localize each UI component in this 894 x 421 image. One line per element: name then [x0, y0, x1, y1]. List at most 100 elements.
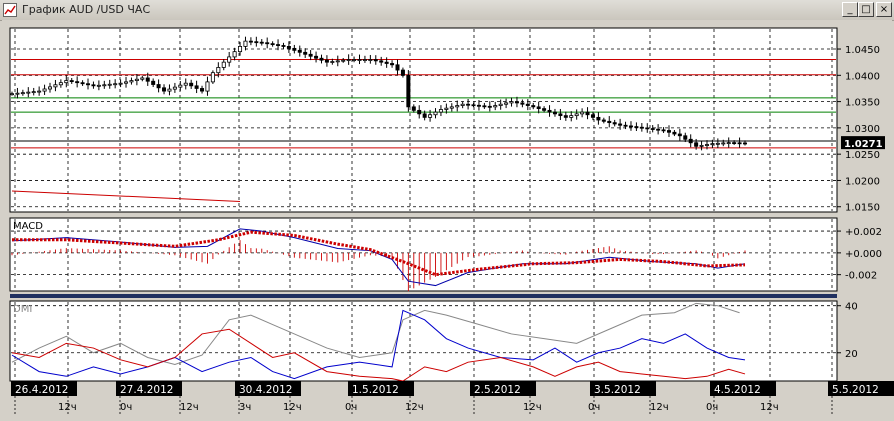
hour-label: 0ч [706, 402, 718, 413]
candle-body [319, 57, 324, 61]
date-label-box [11, 381, 77, 396]
price-tick-label: 1.0400 [845, 71, 880, 82]
candle-body [563, 115, 568, 118]
candle-body [536, 106, 541, 110]
close-button[interactable]: × [876, 2, 892, 17]
candle-body [455, 105, 460, 108]
candle-body [335, 60, 340, 63]
candle-body [346, 59, 351, 61]
date-label: 3.5.2012 [594, 384, 641, 396]
candle-body [504, 102, 509, 105]
candle-body [666, 130, 671, 133]
price-axis: 1.0450 1.0400 1.0350 1.0300 1.0250 1.0200 1.01… [837, 45, 885, 214]
price-candles [9, 36, 748, 151]
candle-body [710, 143, 715, 146]
candle-body [585, 111, 590, 116]
candle-body [384, 61, 389, 64]
macd-series [11, 228, 746, 292]
macd-panel[interactable]: +0.002 +0.000 -0.002 MACD [9, 217, 882, 292]
candle-body [732, 142, 737, 145]
candle-body [672, 131, 677, 135]
window-title: График AUD /USD ЧАС [22, 3, 151, 16]
dmi-adx-line [11, 302, 740, 366]
hour-label: 12ч [405, 402, 424, 413]
candle-body [357, 59, 362, 61]
dmi-grid [11, 302, 836, 380]
candle-body [37, 90, 42, 93]
chart-area[interactable]: 1.0450 1.0400 1.0350 1.0300 1.0250 1.0200 1.01… [0, 20, 894, 421]
macd-label: MACD [13, 221, 43, 232]
candle-body [688, 138, 693, 144]
candle-body [487, 105, 492, 108]
candle-body [162, 87, 167, 92]
candle-body [433, 111, 438, 116]
candle-body [102, 84, 107, 87]
candle-body [140, 77, 145, 80]
price-tick-label: 1.0300 [845, 124, 880, 135]
candle-body [259, 41, 264, 44]
candle-body [210, 72, 215, 83]
candle-body [286, 45, 291, 49]
chart-app-icon [3, 3, 17, 17]
minimize-button[interactable]: _ [842, 2, 858, 17]
candle-body [417, 109, 422, 115]
title-bar[interactable]: График AUD /USD ЧАС _ □ × [0, 0, 894, 21]
panel-separator [10, 294, 837, 298]
candle-body [552, 111, 557, 115]
candle-body [400, 69, 405, 76]
maximize-button[interactable]: □ [858, 2, 874, 17]
candle-body [151, 80, 156, 85]
candle-body [265, 42, 270, 45]
candle-body [520, 102, 525, 105]
date-label-box [590, 381, 656, 396]
dmi-label: DMI [13, 304, 32, 315]
candle-body [86, 83, 91, 86]
macd-tick-label: +0.002 [845, 227, 882, 238]
price-tick-label: 1.0350 [845, 98, 880, 109]
candle-body [601, 119, 606, 122]
price-panel[interactable]: 1.0450 1.0400 1.0350 1.0300 1.0250 1.0200 1.01… [9, 27, 885, 214]
candle-body [704, 144, 709, 146]
date-label: 4.5.2012 [714, 384, 761, 396]
candle-body [227, 56, 232, 63]
candle-body [580, 111, 585, 115]
dmi-panel[interactable]: 40 20 DMI [9, 300, 858, 382]
date-label-box [235, 381, 301, 396]
candle-body [650, 128, 655, 130]
candle-body [525, 103, 530, 106]
candle-body [232, 51, 237, 58]
price-tick-label: 1.0150 [845, 203, 880, 214]
hour-label: 12ч [650, 402, 669, 413]
candle-body [656, 128, 661, 131]
candle-body [216, 67, 221, 74]
candle-body [80, 82, 85, 85]
candle-body [607, 120, 612, 124]
candle-body [373, 59, 378, 62]
candle-body [509, 101, 514, 104]
candle-body [124, 81, 129, 84]
candle-body [248, 40, 253, 43]
hour-label: 12ч [180, 402, 199, 413]
price-tick-label: 1.0200 [845, 176, 880, 187]
candle-body [460, 103, 465, 106]
candle-body [352, 59, 357, 61]
candle-body [183, 82, 188, 86]
candle-body [129, 80, 134, 83]
date-label-box [710, 381, 776, 396]
candle-body [683, 135, 688, 140]
candle-body [498, 103, 503, 106]
current-price-box [841, 136, 885, 150]
date-label: 26.4.2012 [15, 384, 68, 396]
candle-body [75, 81, 80, 84]
candle-body [281, 45, 286, 47]
price-horizontal-lines [11, 59, 836, 202]
candle-body [314, 55, 319, 59]
candle-body [276, 44, 281, 46]
candle-body [48, 86, 53, 90]
candle-body [726, 142, 731, 145]
price-plot-area [9, 27, 838, 213]
candle-body [178, 84, 183, 88]
candle-body [26, 91, 31, 94]
candle-body [590, 114, 595, 118]
candle-body [699, 145, 704, 147]
